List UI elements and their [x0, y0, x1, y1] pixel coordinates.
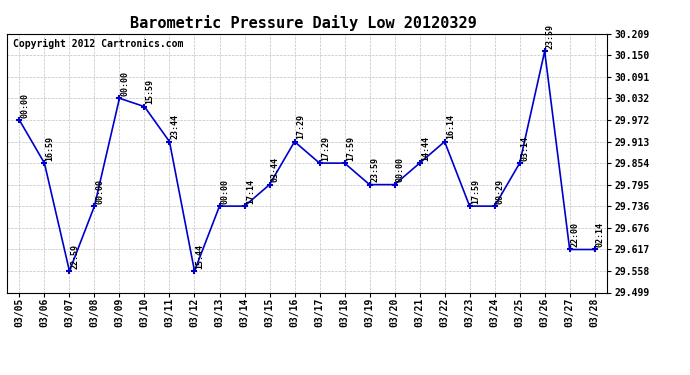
Text: Barometric Pressure Daily Low 20120329: Barometric Pressure Daily Low 20120329	[130, 15, 477, 31]
Text: 17:29: 17:29	[296, 114, 305, 140]
Text: 00:00: 00:00	[96, 179, 105, 204]
Text: 03:14: 03:14	[521, 136, 530, 161]
Text: 00:00: 00:00	[21, 93, 30, 118]
Text: 23:59: 23:59	[371, 158, 380, 183]
Text: 00:29: 00:29	[496, 179, 505, 204]
Text: 17:59: 17:59	[471, 179, 480, 204]
Text: 17:29: 17:29	[321, 136, 330, 161]
Text: Copyright 2012 Cartronics.com: Copyright 2012 Cartronics.com	[13, 39, 184, 49]
Text: 23:59: 23:59	[546, 24, 555, 49]
Text: 16:59: 16:59	[46, 136, 55, 161]
Text: 00:00: 00:00	[121, 71, 130, 96]
Text: 15:44: 15:44	[196, 244, 205, 269]
Text: 00:00: 00:00	[396, 158, 405, 183]
Text: 22:59: 22:59	[70, 244, 79, 269]
Text: 00:00: 00:00	[221, 179, 230, 204]
Text: 22:00: 22:00	[571, 222, 580, 247]
Text: 17:14: 17:14	[246, 179, 255, 204]
Text: 16:14: 16:14	[446, 114, 455, 140]
Text: 17:59: 17:59	[346, 136, 355, 161]
Text: 02:14: 02:14	[596, 222, 605, 247]
Text: 23:44: 23:44	[170, 114, 179, 140]
Text: 14:44: 14:44	[421, 136, 430, 161]
Text: 15:59: 15:59	[146, 80, 155, 105]
Text: 03:44: 03:44	[270, 158, 279, 183]
